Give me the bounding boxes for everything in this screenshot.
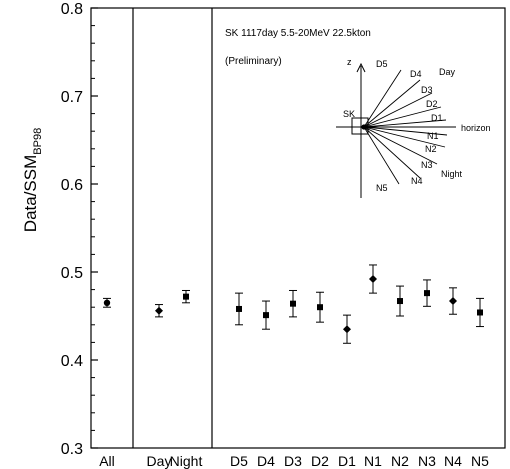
x-category-label: D1 [338,453,356,469]
data-point-n3 [423,279,431,307]
point-marker [397,298,403,305]
plot-frame [90,7,506,449]
inset-ray-d2 [363,106,442,128]
data-point-d4 [262,300,270,330]
x-category-label: N4 [444,453,462,469]
data-point-d2 [316,291,324,323]
point-marker [317,304,323,311]
inset-zone-label: D2 [426,99,438,109]
inset-ray-d1 [363,119,447,128]
inset-zone-label: N1 [427,131,439,141]
y-axis-label: Data/SSMBP98 [21,128,44,232]
inset-zone-label: N5 [376,183,388,193]
inset-ray-n2 [363,126,446,148]
data-point-n4 [449,287,457,315]
inset-day-label: Day [439,67,456,77]
x-category-label: N5 [471,453,489,469]
inset-zone-label: N4 [411,176,423,186]
annotation-run-info: SK 1117day 5.5-20MeV 22.5kton [225,28,371,39]
x-category-label: Night [170,453,203,469]
inset-zone-label: N3 [421,160,433,170]
inset-horizon-label: horizon [461,123,491,133]
x-category-label: D2 [311,453,329,469]
x-category-label: D5 [230,453,248,469]
inset-axis-arrow [356,62,366,73]
x-category-label: All [99,453,115,469]
x-category-label: D4 [257,453,275,469]
point-marker [155,306,163,315]
point-marker [183,293,189,300]
data-point-n1 [369,264,377,294]
data-point-d5 [235,292,243,326]
inset-ray-n3 [363,126,438,165]
x-category-label: N1 [364,453,382,469]
inset-ray-n4 [363,126,421,179]
data-point-d1 [343,314,351,344]
point-marker [477,309,483,316]
point-marker [236,305,242,312]
inset-zone-label: D4 [410,69,422,79]
data-points [103,264,484,344]
inset-ray-d4 [363,79,421,128]
x-category-label: N2 [391,453,409,469]
point-marker [369,275,377,284]
data-point-day [155,304,163,318]
y-tick-label: 0.5 [61,265,83,282]
annotation-preliminary: (Preliminary) [225,56,282,67]
inset-ray-n1 [363,126,448,136]
point-marker [103,299,111,306]
inset-night-label: Night [441,169,463,179]
x-category-label: Day [147,453,172,469]
inset-zone-label: N2 [425,144,437,154]
inset-z-label: z [347,57,352,67]
point-marker [343,325,351,334]
y-tick-label: 0.6 [61,177,83,194]
y-tick-label: 0.3 [61,441,83,458]
inset-zone-rays: D5 D4 D3 D2 D1 N1 N2 N3 N4 N5 [363,59,448,193]
inset-ray-d5 [363,69,402,128]
point-marker [290,300,296,307]
y-tick-label: 0.4 [61,353,83,370]
zenith-inset-diagram: z SK horizon Day Night D5 D4 D3 D2 D1 N1 N2 N3 N… [336,57,491,198]
point-marker [449,297,457,306]
x-category-label: N3 [418,453,436,469]
inset-sk-label: SK [343,109,355,119]
x-category-label: D3 [284,453,302,469]
inset-zone-label: D3 [421,85,433,95]
inset-ray-d3 [363,92,433,128]
y-tick-label: 0.7 [61,89,83,106]
data-point-night [182,289,190,304]
point-marker [263,312,269,319]
data-point-d3 [289,289,297,318]
inset-zone-label: D5 [376,59,388,69]
point-marker [424,290,430,297]
y-tick-label: 0.8 [61,1,83,18]
data-point-n5 [476,297,484,328]
inset-zone-label: D1 [431,113,443,123]
data-point-all [103,297,111,308]
inset-ray-n5 [363,126,400,185]
data-point-n2 [396,285,404,317]
y-axis-ticks: 0.3 0.4 0.5 0.6 0.7 0.8 [61,1,98,458]
